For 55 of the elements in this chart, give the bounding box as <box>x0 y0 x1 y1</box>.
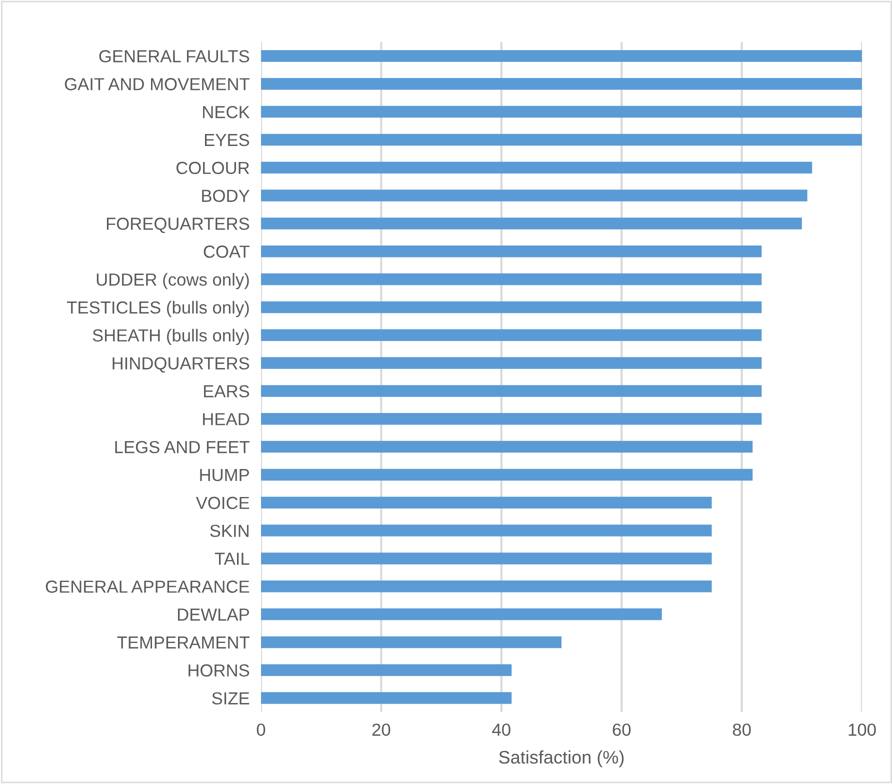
y-tick-label: EYES <box>204 134 250 146</box>
bar <box>261 664 512 676</box>
y-tick-label: TAIL <box>214 552 250 565</box>
x-tick-label: 40 <box>492 724 510 736</box>
bar <box>261 218 802 230</box>
x-tick-label: 0 <box>256 724 266 736</box>
bar <box>261 468 753 481</box>
bar <box>261 580 712 592</box>
y-tick-label: LEGS AND FEET <box>115 440 250 454</box>
y-tick-label: SIZE <box>212 692 250 705</box>
bar <box>261 246 762 258</box>
bar <box>261 301 762 314</box>
y-tick-label: NECK <box>203 106 250 118</box>
x-tick-label: 100 <box>848 724 876 736</box>
bar <box>261 524 712 536</box>
x-axis-title: Satisfaction (%) <box>499 750 624 768</box>
x-tick-label: 80 <box>732 724 751 736</box>
bar <box>261 78 862 90</box>
bar <box>261 162 812 174</box>
y-tick-label: BODY <box>202 190 250 202</box>
y-tick-label: TESTICLES (bulls only) <box>66 300 249 318</box>
y-tick-label: DEWLAP <box>178 608 249 621</box>
bar <box>261 636 562 648</box>
bar <box>261 496 712 508</box>
bar <box>261 385 762 397</box>
y-tick-label: GENERAL APPEARANCE <box>46 580 250 593</box>
y-tick-label: EARS <box>204 385 250 398</box>
y-tick-label: HUMP <box>200 469 249 482</box>
x-tick-label: 60 <box>612 724 631 736</box>
bar <box>261 440 753 453</box>
bar <box>261 413 762 425</box>
y-tick-label: HINDQUARTERS <box>112 357 250 373</box>
bar <box>261 357 762 369</box>
bar <box>261 134 862 146</box>
y-tick-label: TEMPERAMENT <box>117 636 250 648</box>
bar <box>261 329 762 341</box>
y-tick-label: GENERAL FAULTS <box>99 50 250 62</box>
bar <box>261 190 808 202</box>
y-tick-label: HEAD <box>203 413 250 426</box>
bar <box>261 608 662 620</box>
x-tick-label: 20 <box>372 724 390 736</box>
y-tick-label: COAT <box>204 246 250 258</box>
y-tick-label: COLOUR <box>176 162 250 174</box>
y-tick-label: SKIN <box>210 524 248 538</box>
bar <box>261 50 862 62</box>
y-tick-label: UDDER (cows only) <box>96 273 249 290</box>
y-tick-label: SHEATH (bulls only) <box>92 328 249 346</box>
y-tick-label: FOREQUARTERS <box>106 218 250 234</box>
y-tick-label: GAIT AND MOVEMENT <box>64 78 250 90</box>
y-tick-label: VOICE <box>196 496 250 510</box>
bar <box>261 273 762 286</box>
bar <box>261 552 712 564</box>
y-tick-label: HORNS <box>188 664 250 677</box>
bar <box>261 106 862 118</box>
bar <box>261 692 512 704</box>
